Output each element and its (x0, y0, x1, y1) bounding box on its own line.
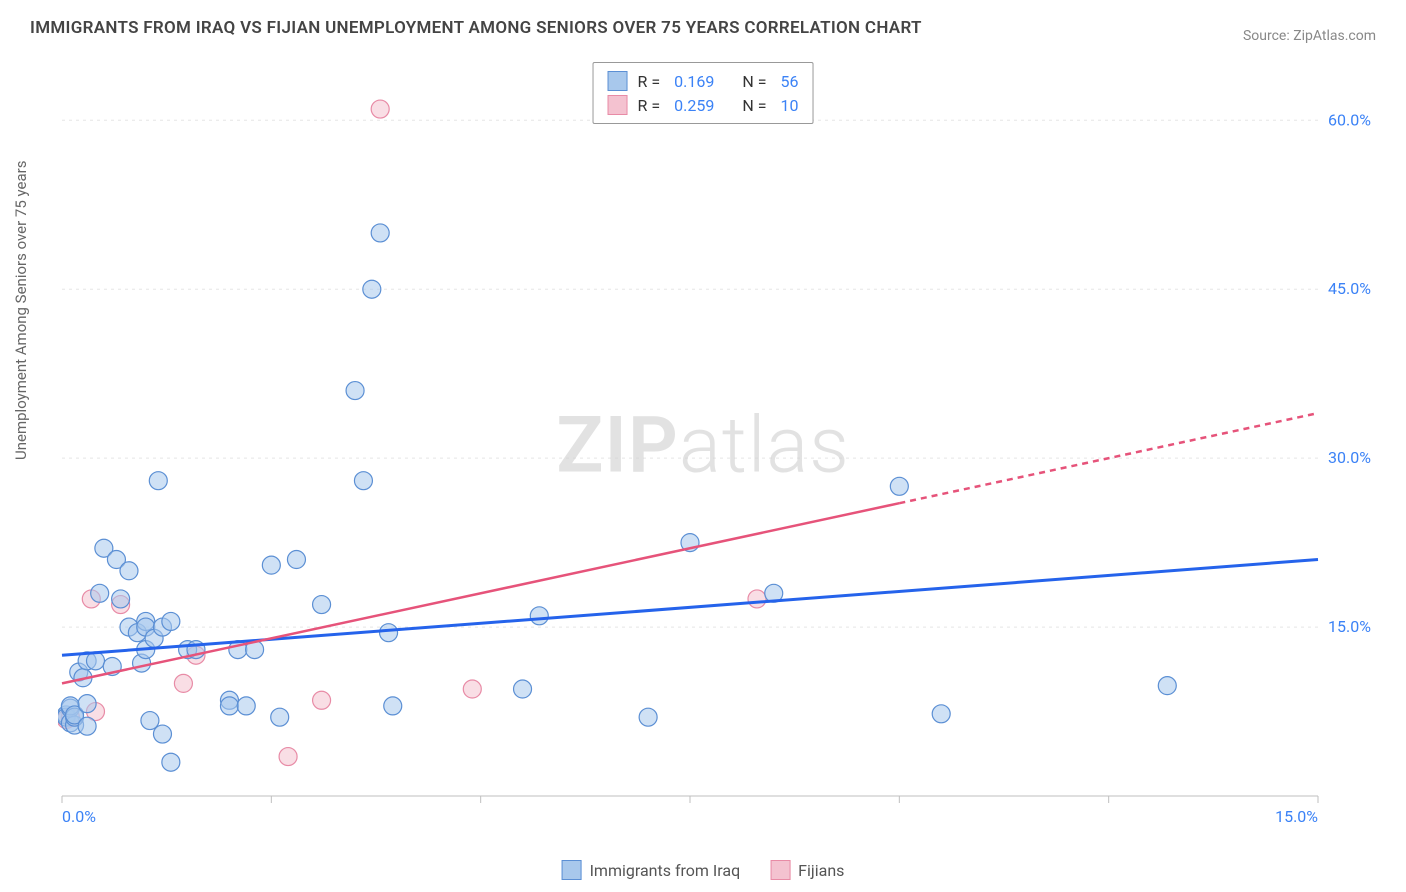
svg-text:45.0%: 45.0% (1328, 279, 1371, 298)
legend-swatch (608, 71, 628, 91)
source-attribution: Source: ZipAtlas.com (1243, 28, 1376, 44)
legend-swatch (562, 860, 582, 880)
legend-n-label: N = (742, 72, 766, 91)
legend-r-value: 0.259 (674, 96, 714, 115)
legend-r-label: R = (638, 96, 661, 115)
legend-series-item: Immigrants from Iraq (562, 860, 741, 880)
svg-text:15.0%: 15.0% (1328, 617, 1371, 636)
legend-n-label: N = (742, 96, 766, 115)
legend-stats-row: R = 0.259 N = 10 (608, 93, 799, 117)
legend-swatch (770, 860, 790, 880)
legend-n-value: 10 (780, 96, 798, 115)
chart-title: IMMIGRANTS FROM IRAQ VS FIJIAN UNEMPLOYM… (30, 18, 922, 38)
svg-text:60.0%: 60.0% (1328, 110, 1371, 129)
legend-stats-row: R = 0.169 N = 56 (608, 69, 799, 93)
legend-n-value: 56 (780, 72, 798, 91)
source-label: Source: (1243, 28, 1290, 44)
source-value: ZipAtlas.com (1293, 28, 1376, 44)
legend-series-label: Immigrants from Iraq (590, 861, 741, 880)
legend-series-item: Fijians (770, 860, 844, 880)
scatter-chart: 0.0% 15.0% 15.0% 30.0% 45.0% 60.0% (58, 60, 1378, 830)
svg-text:30.0%: 30.0% (1328, 448, 1371, 467)
svg-text:15.0%: 15.0% (1275, 807, 1318, 826)
svg-text:0.0%: 0.0% (62, 807, 96, 826)
legend-stats: R = 0.169 N = 56 R = 0.259 N = 10 (593, 62, 814, 124)
legend-r-label: R = (638, 72, 661, 91)
legend-series-label: Fijians (798, 861, 844, 880)
legend-series: Immigrants from Iraq Fijians (562, 860, 845, 880)
legend-swatch (608, 95, 628, 115)
y-axis-label: Unemployment Among Seniors over 75 years (12, 161, 30, 460)
legend-r-value: 0.169 (674, 72, 714, 91)
